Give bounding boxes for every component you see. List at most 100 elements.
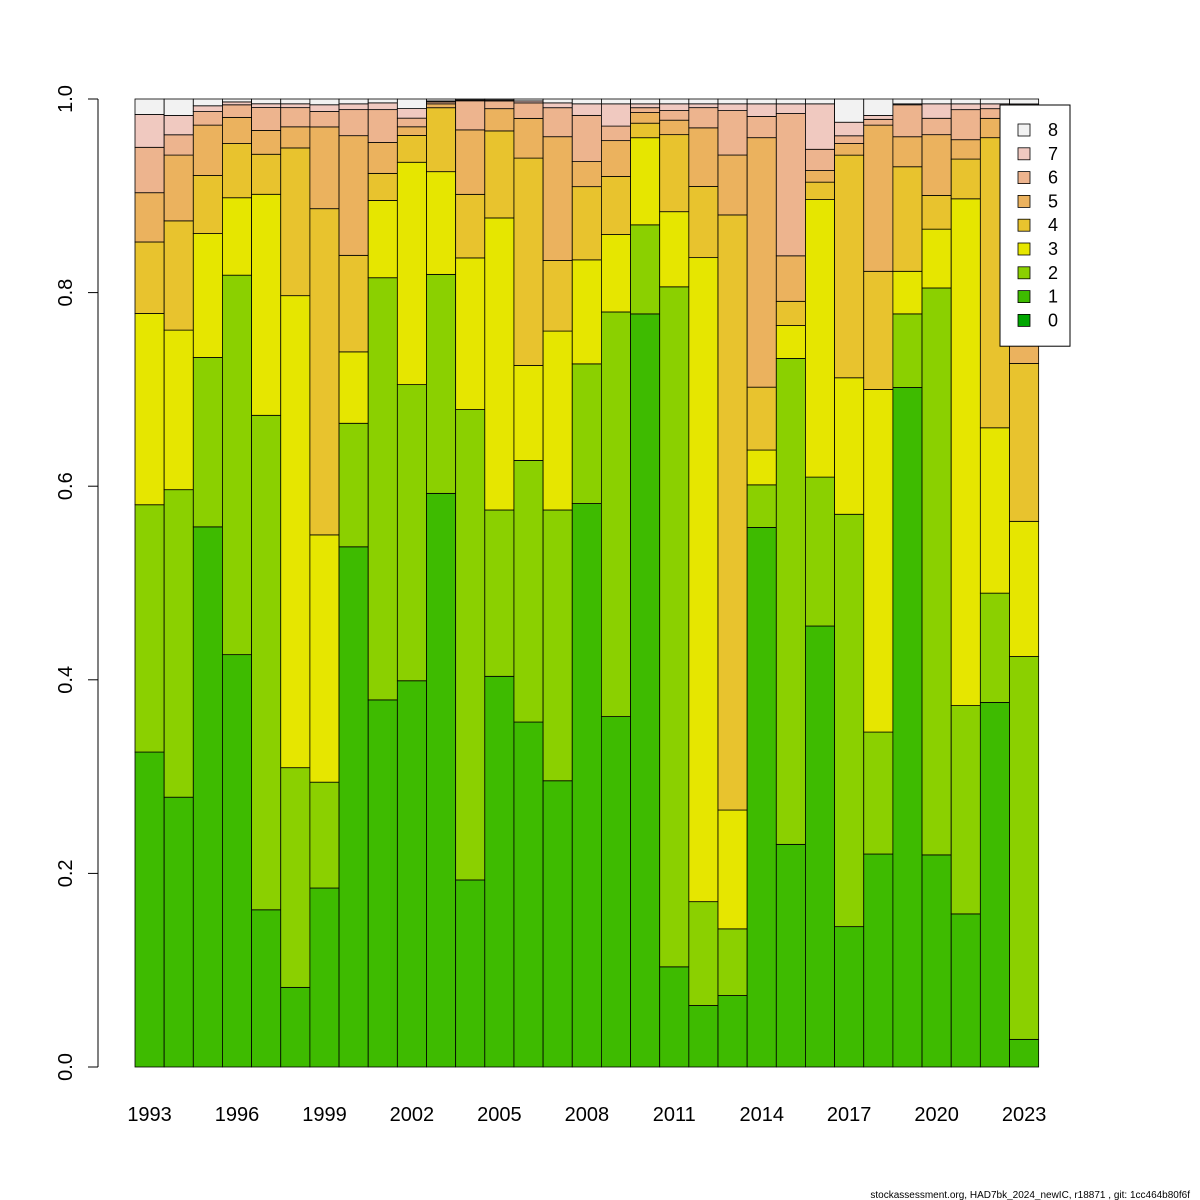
bar-segment-2002-age-1 xyxy=(396,680,427,1068)
legend-swatch-8 xyxy=(1017,123,1031,137)
bar-segment-2002-age-8 xyxy=(396,98,427,109)
bar-segment-2010-age-6 xyxy=(630,107,661,113)
bar-segment-2017-age-8 xyxy=(834,98,865,123)
bar-segment-2010-age-8 xyxy=(630,98,661,105)
x-tick-label: 2002 xyxy=(390,1104,435,1126)
bar-segment-2001-age-5 xyxy=(367,142,398,174)
bar-segment-1998-age-5 xyxy=(280,126,311,149)
bar-segment-2023-age-1 xyxy=(1009,1038,1040,1068)
bar-segment-2012-age-2 xyxy=(688,901,719,1006)
bar-segment-2001-age-4 xyxy=(367,172,398,201)
bar-segment-2017-age-1 xyxy=(834,926,865,1068)
bar-segment-2007-age-8 xyxy=(542,98,573,104)
legend-label-8: 8 xyxy=(1048,120,1058,140)
bar-segment-2000-age-2 xyxy=(338,422,369,548)
bar-segment-2000-age-7 xyxy=(338,103,369,111)
bar-segment-1997-age-1 xyxy=(251,909,282,1068)
x-tick-label: 1996 xyxy=(215,1104,260,1126)
bar-segment-2011-age-5 xyxy=(659,119,690,136)
bar-segment-2018-age-6 xyxy=(863,118,894,126)
legend-label-0: 0 xyxy=(1048,310,1058,330)
bar-segment-1997-age-6 xyxy=(251,107,282,131)
bar-segment-2009-age-7 xyxy=(601,103,631,127)
bar-segment-2001-age-7 xyxy=(367,102,398,111)
bar-segment-2002-age-3 xyxy=(396,161,427,386)
bar-segment-2014-age-6 xyxy=(746,116,777,139)
bar-segment-2004-age-2 xyxy=(455,409,486,881)
bar-segment-2016-age-5 xyxy=(805,170,836,183)
bar-segment-2009-age-4 xyxy=(601,176,631,235)
bar-segment-2007-age-3 xyxy=(542,330,573,511)
bar-segment-1995-age-1 xyxy=(192,526,223,1068)
bar-segment-2016-age-8 xyxy=(805,98,836,105)
legend-label-4: 4 xyxy=(1048,215,1058,235)
bar-segment-1999-age-7 xyxy=(309,104,340,112)
bar-segment-2014-age-2 xyxy=(746,484,777,528)
bar-segment-2003-age-4 xyxy=(426,107,457,173)
bar-segment-2020-age-1 xyxy=(921,854,952,1068)
bar-segment-2018-age-4 xyxy=(863,270,894,390)
bar-segment-2000-age-5 xyxy=(338,135,369,256)
bar-segment-2001-age-2 xyxy=(367,277,398,701)
bar-segment-2008-age-5 xyxy=(571,161,602,188)
bar-segment-1993-age-5 xyxy=(134,192,165,243)
legend-label-3: 3 xyxy=(1048,239,1058,259)
bar-segment-2003-age-8 xyxy=(426,98,457,102)
bar-segment-2000-age-8 xyxy=(338,98,369,105)
bar-segment-2020-age-8 xyxy=(921,98,952,105)
bar-segment-2017-age-5 xyxy=(834,143,865,156)
legend-swatch-5 xyxy=(1017,194,1031,208)
bar-segment-1994-age-3 xyxy=(163,329,194,491)
legend-box xyxy=(999,104,1071,347)
bar-segment-2017-age-3 xyxy=(834,377,865,515)
bar-segment-2012-age-4 xyxy=(688,186,719,259)
bar-segment-2008-age-6 xyxy=(571,114,602,163)
bar-segment-2000-age-3 xyxy=(338,351,369,424)
bar-segment-2018-age-5 xyxy=(863,124,894,272)
bar-segment-2020-age-2 xyxy=(921,287,952,856)
bar-segment-2017-age-4 xyxy=(834,154,865,379)
bar-segment-2014-age-7 xyxy=(746,103,777,117)
bar-segment-2020-age-4 xyxy=(921,195,952,230)
bar-segment-2016-age-1 xyxy=(805,625,836,1068)
bar-segment-1995-age-3 xyxy=(192,233,223,358)
bar-segment-2013-age-4 xyxy=(717,214,748,811)
bar-segment-2013-age-7 xyxy=(717,103,748,111)
bar-segment-1996-age-8 xyxy=(222,98,252,103)
bar-segment-2018-age-8 xyxy=(863,98,894,116)
bar-segment-2019-age-5 xyxy=(892,136,923,168)
y-tick-label: 0.8 xyxy=(55,279,77,307)
bar-segment-1993-age-1 xyxy=(134,751,165,1068)
bar-segment-2017-age-2 xyxy=(834,513,865,928)
bar-segment-2007-age-7 xyxy=(542,102,573,109)
bar-segment-1999-age-3 xyxy=(309,534,340,783)
bar-segment-1998-age-4 xyxy=(280,147,311,297)
bar-segment-2014-age-3 xyxy=(746,449,777,486)
bar-segment-1998-age-7 xyxy=(280,103,311,109)
bar-segment-1997-age-3 xyxy=(251,193,282,416)
legend: 8 7 6 5 4 3 2 1 0 xyxy=(999,104,1071,347)
bar-segment-2018-age-7 xyxy=(863,115,894,120)
bar-segment-1994-age-7 xyxy=(163,115,194,136)
bar-segment-1995-age-2 xyxy=(192,357,223,528)
bar-segment-2009-age-1 xyxy=(601,716,631,1068)
bar-segment-2006-age-8 xyxy=(513,98,544,102)
bar-segment-2005-age-2 xyxy=(484,509,515,677)
bar-segment-1996-age-7 xyxy=(222,101,252,106)
bar-segment-2021-age-7 xyxy=(950,103,981,111)
bar-segment-2023-age-2 xyxy=(1009,656,1040,1040)
x-tick-label: 2008 xyxy=(565,1104,610,1126)
bar-segment-2009-age-5 xyxy=(601,140,631,177)
bar-segment-1998-age-2 xyxy=(280,767,311,988)
bar-segment-2001-age-8 xyxy=(367,98,398,104)
bar-segment-2002-age-7 xyxy=(396,108,427,119)
x-tick-label: 1999 xyxy=(302,1104,347,1126)
bar-segment-2004-age-6 xyxy=(455,100,486,131)
bar-segment-2000-age-4 xyxy=(338,254,369,353)
bar-segment-2020-age-3 xyxy=(921,228,952,289)
bar-segment-2023-age-8 xyxy=(1009,98,1040,105)
bar-segment-2012-age-1 xyxy=(688,1005,719,1068)
bar-segment-2006-age-5 xyxy=(513,117,544,159)
bar-segment-2006-age-1 xyxy=(513,721,544,1068)
